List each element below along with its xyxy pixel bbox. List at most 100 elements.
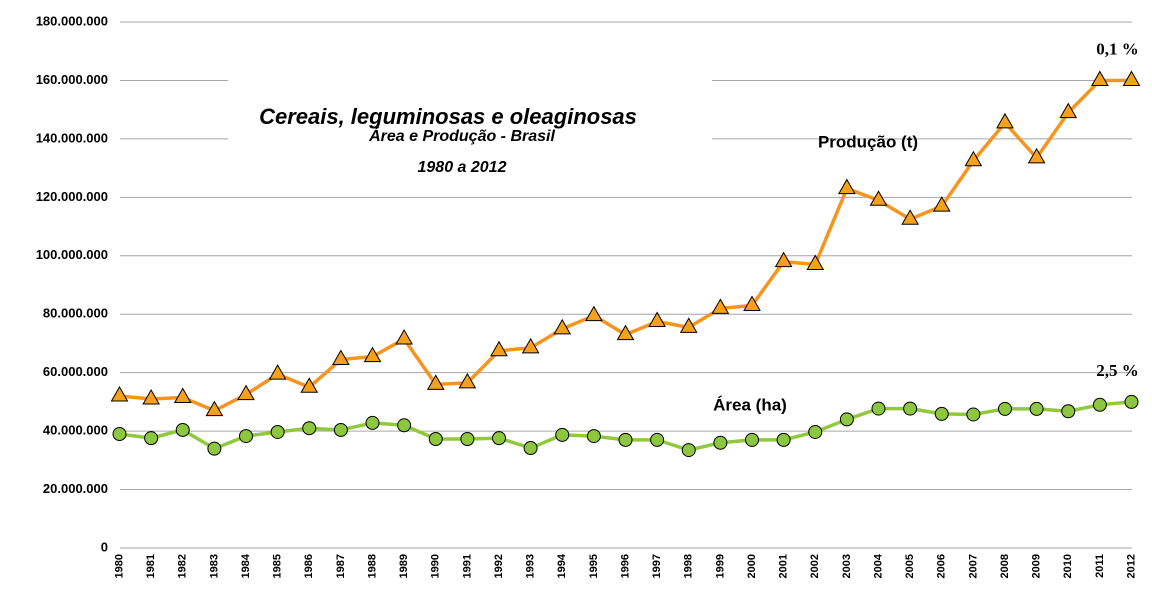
x-tick-label: 1981: [145, 554, 157, 578]
marker: [555, 427, 570, 442]
x-tick-label: 1987: [335, 554, 347, 578]
marker: [1027, 147, 1046, 164]
title-box: [228, 70, 712, 190]
marker: [932, 196, 951, 212]
y-tick-label: 100.000.000: [36, 247, 108, 262]
marker: [774, 251, 793, 268]
x-tick-label: 1982: [177, 554, 189, 578]
x-tick-label: 2009: [1031, 554, 1043, 578]
marker: [1059, 102, 1078, 119]
y-tick-label: 40.000.000: [43, 423, 108, 438]
x-tick-label: 2000: [746, 554, 758, 578]
x-tick-label: 2008: [999, 554, 1011, 578]
x-tick-label: 1996: [619, 554, 631, 578]
marker: [901, 209, 919, 225]
marker: [648, 311, 666, 328]
marker: [903, 401, 918, 416]
marker: [616, 324, 635, 341]
marker: [996, 112, 1014, 129]
marker: [1091, 70, 1109, 86]
marker: [395, 329, 413, 345]
x-tick-label: 1988: [366, 554, 378, 578]
chart-title: Cereais, leguminosas e oleaginosas: [259, 104, 637, 129]
x-tick-label: 1997: [651, 554, 663, 578]
marker: [239, 429, 253, 444]
marker: [332, 349, 350, 366]
x-tick-label: 1991: [461, 554, 473, 578]
marker: [426, 374, 445, 390]
marker: [966, 407, 981, 422]
x-tick-label: 2012: [1125, 554, 1137, 578]
chart-subtitle: Área e Produção - Brasil: [368, 126, 555, 145]
marker: [934, 406, 949, 421]
marker: [585, 305, 603, 322]
marker: [1029, 401, 1044, 416]
y-tick-label: 140.000.000: [36, 130, 108, 145]
marker: [521, 337, 540, 354]
marker: [806, 254, 825, 271]
y-tick-label: 80.000.000: [43, 306, 108, 321]
x-tick-label: 1999: [714, 554, 726, 578]
marker: [492, 431, 506, 446]
marker: [458, 372, 477, 389]
marker: [838, 178, 856, 195]
x-tick-label: 1989: [398, 554, 410, 578]
marker: [110, 386, 129, 402]
marker: [270, 424, 285, 439]
marker: [808, 424, 823, 439]
marker: [743, 295, 761, 311]
y-tick-label: 180.000.000: [36, 13, 108, 28]
x-tick-label: 2010: [1062, 554, 1074, 578]
x-tick-label: 1990: [430, 554, 442, 578]
x-tick-label: 1993: [525, 554, 537, 578]
marker: [205, 400, 224, 417]
x-tick-label: 1995: [588, 554, 600, 578]
x-tick-label: 2004: [872, 553, 884, 578]
marker: [363, 346, 382, 363]
x-tick-label: 2003: [841, 554, 853, 578]
x-tick-label: 1992: [493, 554, 505, 578]
x-tick-label: 1998: [683, 554, 695, 578]
marker: [268, 364, 287, 380]
marker: [523, 441, 538, 456]
marker: [428, 432, 443, 447]
marker: [142, 388, 160, 405]
series-label: Área (ha): [713, 395, 787, 414]
marker: [460, 432, 475, 447]
x-tick-label: 2011: [1094, 554, 1106, 578]
y-tick-label: 60.000.000: [43, 364, 108, 379]
marker: [776, 432, 791, 447]
marker: [112, 427, 127, 442]
marker: [237, 384, 255, 401]
end-label: 2,5 %: [1096, 361, 1139, 380]
marker: [365, 415, 380, 430]
x-tick-label: 2002: [809, 554, 821, 578]
x-tick-label: 1986: [303, 554, 315, 578]
marker: [964, 150, 983, 167]
marker: [1124, 394, 1139, 409]
x-tick-label: 1983: [208, 554, 220, 578]
x-tick-label: 1980: [113, 554, 125, 578]
y-tick-label: 0: [101, 539, 108, 554]
marker: [650, 432, 665, 447]
y-tick-label: 20.000.000: [43, 481, 108, 496]
marker: [173, 387, 192, 404]
marker: [553, 318, 572, 335]
x-tick-label: 1985: [272, 554, 284, 578]
x-tick-label: 2005: [904, 554, 916, 578]
marker: [207, 441, 222, 456]
x-tick-label: 1994: [556, 553, 568, 578]
marker: [713, 435, 728, 450]
marker: [679, 317, 698, 333]
plot: [110, 70, 1141, 458]
x-tick-label: 2006: [936, 554, 948, 578]
x-tick-label: 2007: [967, 554, 979, 578]
marker: [302, 421, 317, 436]
marker: [586, 429, 601, 444]
marker: [711, 298, 730, 314]
marker: [998, 401, 1012, 416]
marker: [397, 418, 412, 433]
marker: [333, 422, 348, 437]
marker: [490, 340, 508, 357]
